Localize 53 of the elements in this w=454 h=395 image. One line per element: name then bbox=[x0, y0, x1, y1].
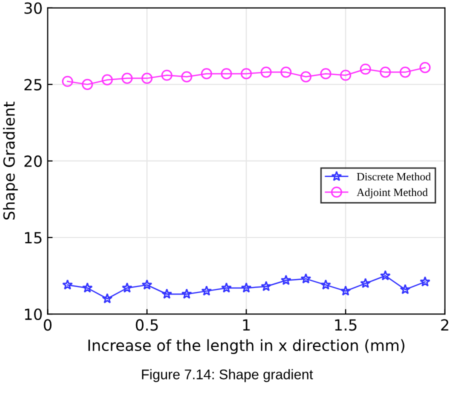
point bbox=[122, 282, 132, 293]
point bbox=[141, 72, 153, 84]
point bbox=[62, 279, 73, 290]
point bbox=[102, 74, 113, 86]
point bbox=[82, 282, 93, 293]
point bbox=[340, 70, 352, 81]
point bbox=[260, 66, 272, 78]
y-tick-label: 20 bbox=[24, 155, 42, 167]
point bbox=[181, 71, 192, 82]
caption: Figure 7.14: Shape gradient bbox=[142, 369, 313, 382]
point bbox=[380, 66, 391, 78]
point bbox=[240, 282, 252, 293]
point bbox=[260, 280, 272, 292]
point bbox=[221, 282, 232, 293]
x-tick-label: 0.5 bbox=[136, 319, 158, 331]
point bbox=[420, 62, 431, 74]
point bbox=[300, 273, 312, 284]
x-axis-title: Increase of the length in x direction (mm) bbox=[88, 339, 404, 354]
point bbox=[201, 68, 212, 80]
point bbox=[220, 68, 232, 80]
point bbox=[102, 293, 113, 304]
point bbox=[320, 279, 332, 290]
x-tick-label: 2 bbox=[441, 319, 448, 330]
y-tick-label: 15 bbox=[25, 232, 42, 244]
x-tick-label: 0 bbox=[44, 319, 52, 331]
point bbox=[162, 288, 172, 299]
point bbox=[280, 274, 292, 285]
legend-label: Adjoint Method bbox=[356, 188, 428, 198]
point bbox=[161, 70, 172, 81]
x-tick-label: 1 bbox=[243, 319, 250, 330]
point bbox=[420, 276, 430, 287]
point bbox=[181, 288, 192, 299]
x-tick-label: 1.5 bbox=[335, 319, 356, 331]
point bbox=[360, 64, 372, 75]
y-axis-title: Shape Gradient bbox=[3, 102, 18, 220]
point bbox=[201, 286, 212, 296]
point bbox=[400, 66, 411, 78]
point bbox=[300, 71, 312, 82]
point bbox=[320, 68, 332, 80]
point bbox=[82, 78, 93, 90]
point bbox=[360, 278, 371, 288]
point bbox=[340, 286, 351, 296]
point bbox=[240, 68, 252, 80]
point bbox=[280, 66, 292, 78]
legend-label: Discrete Method bbox=[356, 172, 431, 180]
point bbox=[142, 279, 152, 290]
y-tick-label: 10 bbox=[25, 308, 42, 320]
y-tick-label: 30 bbox=[24, 2, 42, 14]
point bbox=[122, 72, 133, 84]
y-tick-label: 25 bbox=[24, 78, 42, 90]
point bbox=[400, 284, 411, 294]
point bbox=[380, 270, 391, 280]
point bbox=[62, 76, 74, 87]
